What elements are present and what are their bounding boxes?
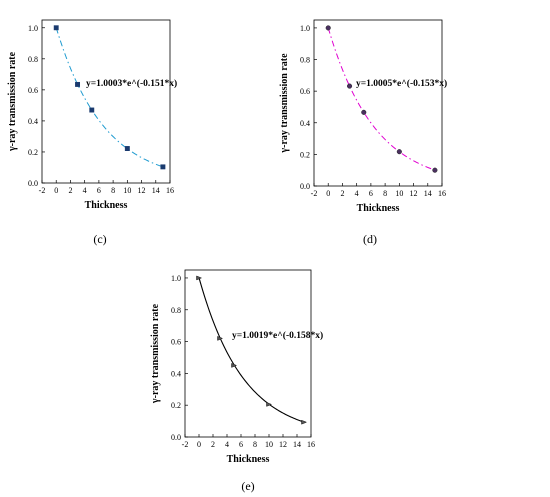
data-point (217, 336, 224, 341)
fit-curve (327, 27, 436, 171)
y-tick-label: 1.0 (171, 274, 181, 283)
x-tick-label: 14 (424, 189, 432, 198)
x-tick-label: -2 (182, 440, 189, 449)
y-tick-label: 0.8 (300, 56, 310, 65)
y-tick-label: 1.0 (28, 24, 38, 33)
x-tick-label: 6 (239, 440, 243, 449)
data-point (347, 83, 353, 89)
x-tick-label: 10 (123, 186, 131, 195)
panel-letter: (d) (363, 232, 377, 246)
y-tick-label: 0.6 (28, 86, 38, 95)
y-tick-label: 0.2 (28, 148, 38, 157)
data-point (53, 25, 59, 31)
plot-frame (313, 19, 443, 187)
x-tick-label: 6 (97, 186, 101, 195)
y-tick-label: 0.4 (171, 369, 181, 378)
x-axis-label: Thickness (357, 203, 400, 214)
x-axis-label: Thickness (227, 454, 270, 465)
y-tick-label: 0.4 (300, 119, 310, 128)
data-point (325, 25, 331, 31)
x-tick-label: 6 (369, 189, 373, 198)
x-tick-label: 16 (166, 186, 174, 195)
y-tick-label: 0.6 (171, 338, 181, 347)
fit-curve (198, 277, 305, 423)
data-point (160, 164, 166, 170)
x-tick-label: 4 (225, 440, 229, 449)
data-point (301, 419, 308, 425)
x-tick-label: 0 (326, 189, 330, 198)
fit-equation: y=1.0019*e^(-0.158*x) (232, 330, 323, 341)
x-tick-label: 16 (307, 440, 315, 449)
y-tick-label: 0.0 (300, 182, 310, 191)
data-point (196, 275, 203, 281)
y-tick-label: 0.0 (171, 433, 181, 442)
x-tick-label: 14 (293, 440, 301, 449)
y-tick-label: 0.2 (171, 401, 181, 410)
y-tick-label: 0.8 (28, 55, 38, 64)
y-axis-label: γ-ray transmission rate (7, 51, 18, 152)
x-tick-label: -2 (311, 189, 318, 198)
chart-panel-1: -2 0 2 4 6 8 10 12 14 16 0.0 0.2 0.4 0.6 0.8 1.0 Thickne… (279, 19, 447, 246)
fit-equation: y=1.0003*e^(-0.151*x) (86, 78, 177, 89)
x-tick-label: 12 (410, 189, 418, 198)
x-tick-label: 8 (111, 186, 115, 195)
x-tick-label: 10 (265, 440, 273, 449)
fit-equation: y=1.0005*e^(-0.153*x) (356, 78, 447, 89)
y-axis-label: γ-ray transmission rate (150, 303, 161, 404)
data-point (89, 107, 95, 113)
fit-curve (55, 27, 164, 168)
x-tick-label: 8 (383, 189, 387, 198)
panel-letter: (c) (93, 232, 106, 246)
x-tick-label: 4 (355, 189, 359, 198)
x-tick-label: 8 (253, 440, 257, 449)
chart-panel-2: -2 0 2 4 6 8 10 12 14 16 0.0 0.2 0.4 0.6 0.8 1.0 Thickne… (150, 269, 323, 493)
x-tick-label: 2 (68, 186, 72, 195)
y-tick-label: 0.4 (28, 117, 38, 126)
y-axis-label: γ-ray transmission rate (279, 53, 290, 154)
data-point (124, 146, 130, 151)
x-tick-label: 16 (438, 189, 446, 198)
x-tick-label: 4 (83, 186, 87, 195)
data-point (361, 109, 367, 115)
x-tick-label: 10 (395, 189, 403, 198)
chart-panel-0: -2 0 2 4 6 8 10 12 14 16 0.0 0.2 0.4 0.6 0.8 1.0 Thickne… (7, 19, 177, 246)
data-point (432, 167, 438, 173)
x-tick-label: 12 (279, 440, 287, 449)
x-tick-label: 2 (340, 189, 344, 198)
x-axis-label: Thickness (85, 200, 128, 211)
y-tick-label: 1.0 (300, 24, 310, 33)
x-tick-label: 0 (197, 440, 201, 449)
x-tick-label: 2 (211, 440, 215, 449)
plot-frame (184, 269, 312, 438)
y-tick-label: 0.8 (171, 306, 181, 315)
data-point (75, 81, 81, 87)
x-tick-label: 12 (138, 186, 146, 195)
x-tick-label: 14 (152, 186, 160, 195)
data-point (231, 363, 238, 368)
x-tick-label: 0 (54, 186, 58, 195)
x-tick-label: -2 (39, 186, 46, 195)
panel-letter: (e) (241, 479, 254, 493)
plot-frame (41, 19, 171, 184)
data-point (396, 149, 402, 155)
y-tick-label: 0.6 (300, 87, 310, 96)
y-tick-label: 0.2 (300, 150, 310, 159)
y-tick-label: 0.0 (28, 179, 38, 188)
data-point (266, 402, 273, 407)
